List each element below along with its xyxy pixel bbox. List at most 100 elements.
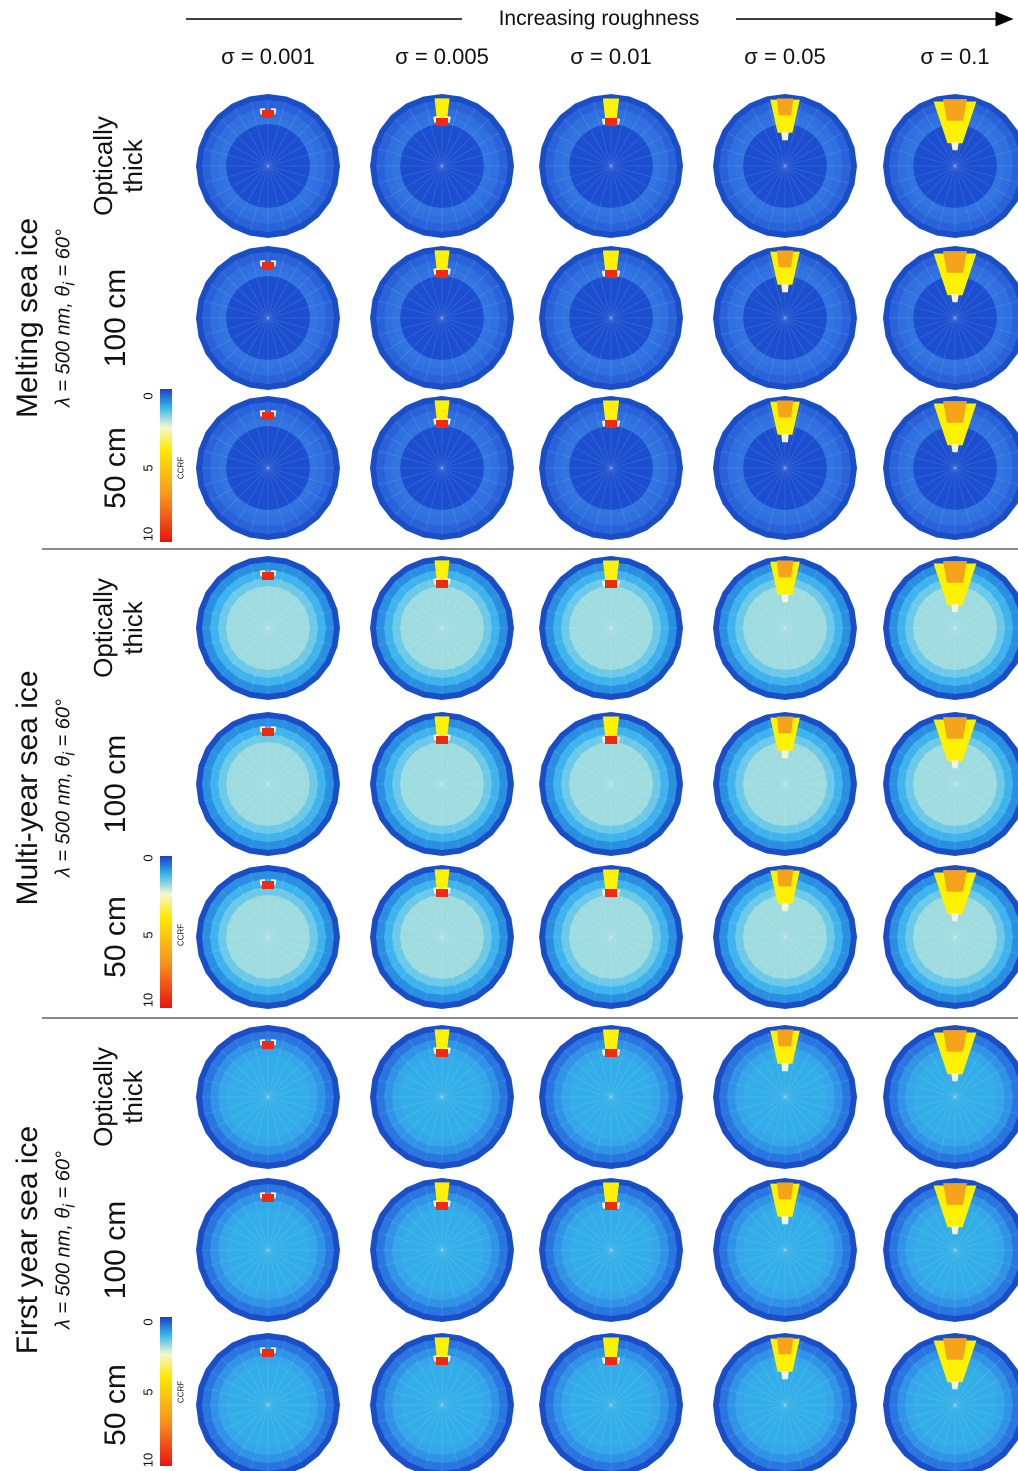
specular-lobe (770, 1183, 800, 1217)
colorbar-tick-0: 0 (140, 1318, 156, 1326)
plot-interior (743, 276, 827, 360)
plot-interior (743, 426, 827, 510)
group-subtitle-first-year: λ = 500 nm, θi = 60° (52, 1150, 79, 1330)
plot-interior (400, 742, 484, 826)
specular-peak (605, 580, 617, 588)
group-subtitle-melting: λ = 500 nm, θi = 60° (52, 228, 79, 408)
plot-interior (226, 1363, 310, 1447)
specular-peak (262, 1041, 274, 1049)
polar-plot (196, 556, 340, 700)
specular-lobe (770, 1338, 800, 1372)
polar-plot (713, 1025, 857, 1169)
specular-lobe (770, 561, 800, 595)
specular-peak (436, 736, 448, 744)
plot-interior (743, 586, 827, 670)
specular-lobe (602, 1337, 620, 1362)
row-label-100cm: 100 cm (99, 268, 132, 368)
column-header-sigma-0.01: σ = 0.01 (570, 44, 652, 69)
colorbar-tick-0: 0 (140, 392, 156, 400)
specular-lobe (602, 400, 620, 425)
specular-lobe (434, 250, 450, 273)
polar-plot (713, 94, 857, 238)
group-subtitle-multiyear: λ = 500 nm, θi = 60° (52, 698, 79, 878)
specular-peak (262, 1349, 274, 1357)
specular-lobe (770, 99, 800, 133)
specular-lobe (434, 716, 450, 739)
plot-interior (400, 276, 484, 360)
specular-peak (262, 572, 274, 580)
polar-plot (713, 712, 857, 856)
polar-plot (883, 1025, 1018, 1169)
specular-lobe (933, 719, 977, 762)
plot-interior (913, 1363, 997, 1447)
row-label-50cm: 50 cm (99, 1364, 132, 1446)
plot-interior (400, 124, 484, 208)
row-label-50cm: 50 cm (99, 427, 132, 509)
plot-interior (913, 124, 997, 208)
specular-peak (605, 118, 617, 126)
polar-plot (539, 94, 683, 238)
column-header-sigma-0.005: σ = 0.005 (395, 44, 489, 69)
specular-peak (605, 1049, 617, 1057)
plot-interior (569, 426, 653, 510)
specular-lobe (434, 560, 450, 583)
plot-interior (743, 1055, 827, 1139)
specular-lobe (933, 403, 977, 446)
colorbar-label: CCRF (176, 456, 186, 480)
row-label-100cm: 100 cm (99, 734, 132, 834)
plot-interior (569, 276, 653, 360)
colorbar-tick-10: 10 (140, 526, 156, 542)
specular-lobe (602, 1029, 620, 1054)
row-label-100cm: 100 cm (99, 1200, 132, 1300)
specular-lobe (770, 717, 800, 751)
specular-lobe (770, 1030, 800, 1064)
specular-lobe (933, 563, 977, 606)
specular-peak (436, 270, 448, 278)
plot-interior (743, 895, 827, 979)
plot-interior (569, 1363, 653, 1447)
row-label-optically-thick: Optically thick (88, 116, 148, 216)
specular-peak (605, 1357, 617, 1365)
polar-plot (883, 556, 1018, 700)
row-label-50cm: 50 cm (99, 896, 132, 978)
polar-plot (539, 1178, 683, 1322)
polar-plot (713, 865, 857, 1009)
specular-peak (262, 412, 274, 420)
column-header-sigma-0.1: σ = 0.1 (920, 44, 990, 69)
polar-plot (539, 556, 683, 700)
specular-lobe (434, 1182, 450, 1205)
roughness-arrow-label: Increasing roughness (498, 7, 700, 30)
polar-plot (713, 556, 857, 700)
plot-interior (913, 426, 997, 510)
plot-interior (913, 586, 997, 670)
plot-interior (569, 124, 653, 208)
colorbar (160, 1317, 172, 1466)
specular-peak (436, 118, 448, 126)
specular-peak (436, 1202, 448, 1210)
plot-interior (913, 1055, 997, 1139)
colorbar-tick-0: 0 (140, 854, 156, 862)
polar-plot (196, 94, 340, 238)
polar-plot (196, 1178, 340, 1322)
colorbar-tick-5: 5 (140, 1388, 156, 1396)
specular-lobe (602, 560, 620, 585)
specular-lobe (602, 250, 620, 275)
plot-interior (400, 1363, 484, 1447)
polar-plot (539, 1333, 683, 1471)
plot-interior (226, 1055, 310, 1139)
specular-peak (262, 110, 274, 118)
plot-interior (226, 426, 310, 510)
colorbar-tick-5: 5 (140, 931, 156, 939)
polar-plot (883, 94, 1018, 238)
polar-plot (370, 1178, 514, 1322)
plot-interior (226, 276, 310, 360)
specular-lobe (770, 401, 800, 435)
colorbar (160, 389, 172, 542)
specular-lobe (434, 400, 450, 423)
plot-interior (400, 1055, 484, 1139)
specular-peak (605, 736, 617, 744)
specular-lobe (602, 716, 620, 741)
colorbar-label: CCRF (176, 1380, 186, 1404)
specular-peak (605, 1202, 617, 1210)
